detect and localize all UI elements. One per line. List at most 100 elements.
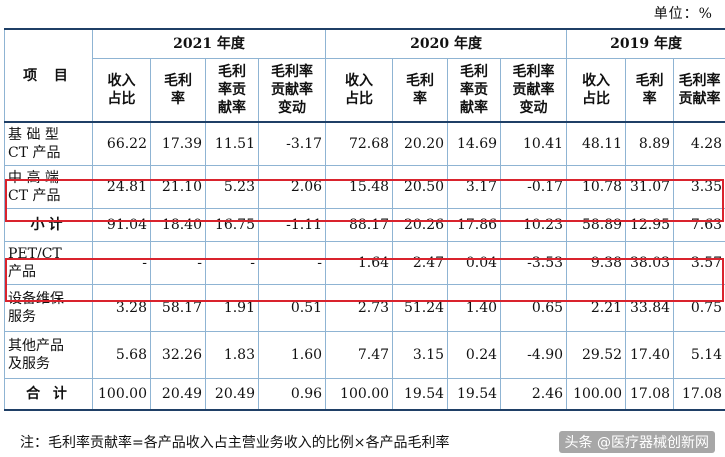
table-cell: 3.35 bbox=[673, 165, 725, 209]
table-cell: 1.40 bbox=[447, 284, 502, 332]
table-cell: 31.07 bbox=[625, 165, 675, 209]
table-cell: 100.00 bbox=[325, 378, 394, 411]
row-other-products: 其他产品 及服务 5.68 32.26 1.83 1.60 7.47 3.15 0.24 -4.9… bbox=[4, 331, 725, 379]
table-cell: 17.08 bbox=[625, 378, 675, 411]
table-cell: -3.53 bbox=[500, 241, 568, 285]
row-label: 其他产品 及服务 bbox=[4, 331, 93, 379]
header-project: 项 目 bbox=[4, 28, 93, 123]
table-cell: -3.17 bbox=[257, 121, 327, 166]
header-2020-contribution-change: 毛利率 贡献率 变动 bbox=[500, 58, 568, 123]
table-cell: 1.83 bbox=[205, 331, 259, 379]
table-cell: 10.78 bbox=[566, 165, 627, 209]
table-cell: 3.17 bbox=[447, 165, 502, 209]
table-cell: 2.21 bbox=[566, 284, 627, 332]
table-cell: 32.26 bbox=[150, 331, 206, 379]
unit-label: 单位：% bbox=[653, 6, 713, 22]
header-2020-contribution: 毛利 率贡 献率 bbox=[447, 58, 502, 123]
table-cell: 72.68 bbox=[325, 121, 394, 166]
table-cell: -0.17 bbox=[500, 165, 568, 209]
table-cell: 10.41 bbox=[500, 121, 568, 166]
table-cell: 0.04 bbox=[447, 241, 502, 285]
table-cell: 10.23 bbox=[500, 208, 568, 242]
table-cell: 2.06 bbox=[257, 165, 327, 209]
table-note: 注：毛利率贡献率=各产品收入占主营业务收入的比例×各产品毛利率 bbox=[20, 435, 450, 451]
row-label: 中 高 端 CT 产品 bbox=[4, 165, 93, 209]
table-cell: 2.73 bbox=[325, 284, 394, 332]
row-total: 合 计 100.00 20.49 20.49 0.96 100.00 19.54 19.54 2… bbox=[4, 378, 725, 411]
table-cell: 4.28 bbox=[673, 121, 725, 166]
table-cell: 20.50 bbox=[392, 165, 449, 209]
table-cell: - bbox=[257, 241, 327, 285]
table-cell: - bbox=[92, 241, 151, 285]
table-cell: 16.75 bbox=[205, 208, 259, 242]
table-cell: 3.15 bbox=[392, 331, 449, 379]
row-label: 基 础 型 CT 产品 bbox=[4, 121, 93, 166]
table-cell: 29.52 bbox=[566, 331, 627, 379]
table-cell: 5.68 bbox=[92, 331, 151, 379]
table-cell: 17.40 bbox=[625, 331, 675, 379]
row-subtotal: 小计 91.04 18.40 16.75 -1.11 88.17 20.26 17.86 10.… bbox=[4, 208, 725, 242]
table-cell: 20.49 bbox=[150, 378, 206, 411]
watermark: 头条 @医疗器械创新网 bbox=[558, 431, 715, 453]
table-cell: 7.63 bbox=[673, 208, 725, 242]
table-cell: 38.03 bbox=[625, 241, 675, 285]
row-basic-ct: 基 础 型 CT 产品 66.22 17.39 11.51 -3.17 72.68 20.20… bbox=[4, 121, 725, 166]
table-cell: 2.47 bbox=[392, 241, 449, 285]
table-cell: - bbox=[150, 241, 206, 285]
table-cell: 100.00 bbox=[92, 378, 151, 411]
header-2020-gross-margin: 毛利率 bbox=[392, 58, 449, 123]
table-cell: 2.46 bbox=[500, 378, 568, 411]
header-2021-revenue-share: 收入 占比 bbox=[92, 58, 151, 123]
table-cell: 100.00 bbox=[566, 378, 627, 411]
table-cell: 51.24 bbox=[392, 284, 449, 332]
table-cell: 17.08 bbox=[673, 378, 725, 411]
row-label: 设备维保 服务 bbox=[4, 284, 93, 332]
table-cell: 66.22 bbox=[92, 121, 151, 166]
table-cell: -1.11 bbox=[257, 208, 327, 242]
header-year-2020: 2020 年度 bbox=[325, 28, 568, 59]
table-cell: 0.96 bbox=[257, 378, 327, 411]
header-2019-contribution: 毛利率 贡献率 bbox=[673, 58, 725, 123]
table-cell: 5.23 bbox=[205, 165, 259, 209]
table-cell: 5.14 bbox=[673, 331, 725, 379]
table-cell: 12.95 bbox=[625, 208, 675, 242]
row-mid-high-ct: 中 高 端 CT 产品 24.81 21.10 5.23 2.06 15.48 20.50 3.… bbox=[4, 165, 725, 209]
table-cell: 24.81 bbox=[92, 165, 151, 209]
table-cell: 0.24 bbox=[447, 331, 502, 379]
gross-margin-table: 项 目 2021 年度 2020 年度 2019 年度 收入 占比 毛利率 毛利率… bbox=[4, 28, 725, 411]
row-label: PET/CT 产品 bbox=[4, 241, 93, 285]
table-cell: 1.91 bbox=[205, 284, 259, 332]
table-cell: 19.54 bbox=[447, 378, 502, 411]
row-label: 小计 bbox=[4, 208, 93, 242]
table-cell: 14.69 bbox=[447, 121, 502, 166]
table-cell: 7.47 bbox=[325, 331, 394, 379]
table-cell: 0.51 bbox=[257, 284, 327, 332]
table-cell: 8.89 bbox=[625, 121, 675, 166]
table-cell: 21.10 bbox=[150, 165, 206, 209]
table-cell: 91.04 bbox=[92, 208, 151, 242]
table-cell: 15.48 bbox=[325, 165, 394, 209]
header-2020-revenue-share: 收入 占比 bbox=[325, 58, 394, 123]
table-cell: 58.89 bbox=[566, 208, 627, 242]
table-cell: 9.38 bbox=[566, 241, 627, 285]
header-2021-gross-margin: 毛利率 bbox=[150, 58, 206, 123]
table-cell: 0.65 bbox=[500, 284, 568, 332]
table-cell: 20.26 bbox=[392, 208, 449, 242]
table-cell: 18.40 bbox=[150, 208, 206, 242]
table-cell: 1.64 bbox=[325, 241, 394, 285]
table-cell: 88.17 bbox=[325, 208, 394, 242]
table-cell: 20.20 bbox=[392, 121, 449, 166]
table-cell: -4.90 bbox=[500, 331, 568, 379]
table-cell: 48.11 bbox=[566, 121, 627, 166]
header-2019-revenue-share: 收入 占比 bbox=[566, 58, 627, 123]
table-cell: 58.17 bbox=[150, 284, 206, 332]
table-cell: 1.60 bbox=[257, 331, 327, 379]
table-cell: 33.84 bbox=[625, 284, 675, 332]
row-pet-ct: PET/CT 产品 - - - -1.64 2.47 0.04 -3.53 9.38 38.03 3.… bbox=[4, 241, 725, 285]
table-cell: 20.49 bbox=[205, 378, 259, 411]
header-2019-gross-margin: 毛利率 bbox=[625, 58, 675, 123]
table-cell: 11.51 bbox=[205, 121, 259, 166]
table-cell: 3.57 bbox=[673, 241, 725, 285]
table-cell: 19.54 bbox=[392, 378, 449, 411]
header-2021-contribution-change: 毛利率 贡献率 变动 bbox=[257, 58, 327, 123]
